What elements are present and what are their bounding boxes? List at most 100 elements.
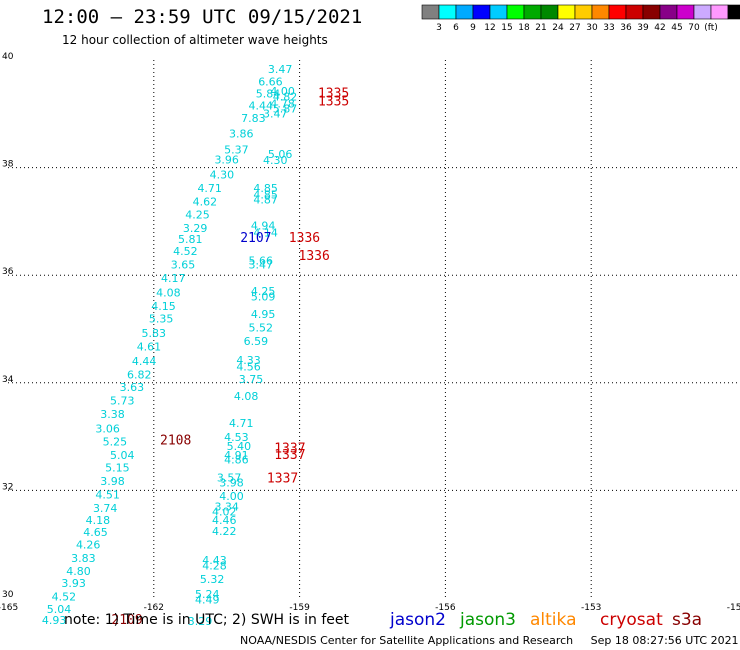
x-tick-label: -153 — [581, 603, 601, 613]
time-label: 1336 — [289, 231, 320, 246]
legend-swatch — [472, 4, 491, 20]
wave-height-label: 4.22 — [212, 525, 237, 538]
wave-height-label: 4.25 — [185, 209, 210, 222]
legend-swatch — [693, 4, 712, 20]
legend-swatch — [608, 4, 627, 20]
wave-height-label: 3.74 — [93, 502, 118, 515]
wave-height-label: 5.24 — [195, 588, 220, 601]
time-label: 2107 — [240, 231, 271, 246]
wave-height-label: 5.25 — [103, 436, 128, 449]
wave-height-label: 4.52 — [52, 591, 77, 604]
wave-height-label: 5.81 — [178, 233, 203, 246]
wave-height-label: 5.66 — [248, 254, 273, 267]
legend-label: 24 — [552, 23, 564, 33]
legend-label: 39 — [637, 23, 649, 33]
wave-height-label: 4.43 — [202, 554, 227, 567]
legend-swatch — [642, 4, 661, 20]
legend-swatch — [625, 4, 644, 20]
wave-height-label: 5.83 — [142, 327, 167, 340]
legend-label: 70 — [688, 23, 700, 33]
wave-height-label: 4.52 — [173, 245, 198, 258]
wave-height-label: 3.47 — [263, 108, 288, 121]
wave-height-label: 3.98 — [219, 477, 244, 490]
wave-height-label: 5.35 — [149, 313, 174, 326]
wave-height-label: 3.29 — [183, 222, 208, 235]
wave-height-label: 4.18 — [86, 514, 111, 527]
footer-credit: NOAA/NESDIS Center for Satellite Applica… — [240, 634, 739, 647]
wave-height-label: 4.95 — [251, 308, 276, 321]
wave-height-label: 4.49 — [195, 593, 220, 606]
wave-height-label: 3.06 — [95, 422, 120, 435]
wave-height-label: 4.15 — [151, 300, 176, 313]
wave-height-label: 5.84 — [256, 88, 281, 101]
wave-height-label: 5.40 — [227, 440, 252, 453]
y-tick-label: 34 — [2, 375, 14, 385]
wave-height-label: 3.65 — [171, 259, 196, 272]
satellite-label-cryosat: cryosat — [600, 610, 663, 630]
wave-height-label: 4.93 — [42, 614, 67, 627]
legend-label: 27 — [569, 23, 580, 33]
wave-height-label: 5.32 — [200, 573, 225, 586]
wave-height-label: 4.51 — [95, 488, 120, 501]
legend-swatch — [506, 4, 525, 20]
wave-height-label: 3.98 — [100, 475, 125, 488]
legend-swatch — [540, 4, 559, 20]
wave-height-label: 4.56 — [236, 360, 261, 373]
wave-height-label: 3.47 — [268, 63, 293, 76]
wave-height-label: 3.57 — [217, 471, 242, 484]
time-label: 2109 — [111, 613, 142, 628]
legend-swatch — [438, 4, 457, 20]
x-tick-label: -159 — [289, 603, 310, 613]
legend-swatch — [727, 4, 740, 20]
legend-label: 18 — [518, 23, 530, 33]
wave-height-label: 4.53 — [224, 431, 249, 444]
wave-height-label: 4.44 — [248, 99, 273, 112]
footer-note: note: 1) Time is in UTC; 2) SWH is in fe… — [64, 612, 350, 628]
legend-swatch — [421, 4, 440, 20]
wave-height-label: 3.47 — [248, 259, 273, 272]
legend-label: 30 — [586, 23, 598, 33]
legend-label: (ft) — [704, 23, 718, 33]
wave-height-label: 4.33 — [236, 354, 261, 367]
x-tick-label: -165 — [0, 603, 18, 613]
legend-label: 6 — [453, 23, 459, 33]
wave-height-label: 4.44 — [132, 355, 157, 368]
wave-height-label: 4.08 — [234, 390, 259, 403]
wave-height-label: 4.02 — [212, 506, 237, 519]
wave-height-label: 3.75 — [239, 373, 264, 386]
wave-height-label: 3.63 — [120, 381, 145, 394]
wave-height-label: 4.08 — [156, 287, 181, 300]
legend-label: 12 — [484, 23, 495, 33]
legend-swatch — [557, 4, 576, 20]
legend-swatch — [659, 4, 678, 20]
legend-swatch — [574, 4, 593, 20]
wave-height-label: 5.06 — [268, 148, 293, 161]
satellite-label-s3a: s3a — [672, 610, 703, 630]
wave-height-label: 4.71 — [229, 417, 254, 430]
legend-swatch — [455, 4, 474, 20]
wave-height-label: 3.29 — [188, 615, 213, 628]
wave-height-label: 4.71 — [197, 182, 222, 195]
wave-height-label: 5.73 — [110, 394, 135, 407]
wave-height-label: 4.91 — [224, 449, 249, 462]
credit-timestamp: Sep 18 08:27:56 UTC 2021 — [590, 634, 739, 647]
y-tick-label: 36 — [2, 267, 14, 277]
wave-height-label: 4.30 — [210, 168, 235, 181]
wave-height-label: 4.61 — [137, 341, 162, 354]
legend-label: 3 — [436, 23, 442, 33]
legend-swatch — [591, 4, 610, 20]
wave-height-label: 6.59 — [244, 335, 269, 348]
time-label: 1337 — [274, 448, 305, 463]
wave-height-label: 7.83 — [241, 112, 266, 125]
wave-height-label: 4.86 — [224, 454, 249, 467]
wave-height-label: 4.46 — [212, 514, 237, 527]
wave-height-label: 3.93 — [61, 577, 86, 590]
wave-height-label: 3.38 — [100, 408, 125, 421]
wave-height-label: 5.87 — [273, 103, 298, 116]
wave-height-label: 4.62 — [193, 195, 218, 208]
wave-height-label: 4.85 — [253, 188, 278, 201]
legend-label: 9 — [470, 23, 476, 33]
wave-height-label: 4.85 — [253, 182, 278, 195]
wave-height-label: 4.65 — [83, 526, 108, 539]
